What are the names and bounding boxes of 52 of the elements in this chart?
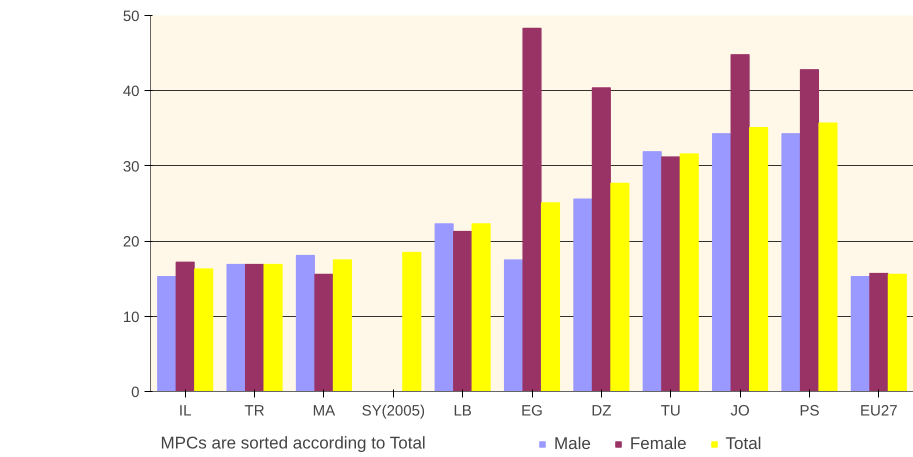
bar (540, 202, 560, 392)
legend-label: Total (726, 434, 762, 454)
bar (610, 182, 630, 392)
bar (781, 133, 801, 392)
bar (176, 262, 195, 392)
x-tick-label: MA (312, 402, 336, 420)
bar (194, 268, 214, 392)
x-tick-label: SY(2005) (362, 402, 425, 420)
y-tick-label: 10 (122, 308, 140, 326)
bar (263, 264, 283, 392)
bar (800, 69, 820, 392)
x-tick-label: TR (244, 402, 265, 420)
bar (573, 198, 592, 392)
bar (661, 156, 680, 392)
bar (888, 274, 907, 392)
bar (504, 259, 524, 392)
bar (244, 264, 264, 392)
bar (749, 127, 768, 392)
x-tick-label: EU27 (860, 402, 898, 420)
legend-label: Female (630, 434, 687, 454)
x-tick-label: EG (521, 402, 543, 420)
x-tick-label: IL (178, 402, 192, 420)
x-tick-label: LB (453, 402, 472, 420)
text: MPCs are sorted according to Total (160, 434, 426, 452)
bar (434, 223, 454, 392)
y-tick-label: 50 (122, 8, 140, 25)
bar (730, 54, 750, 392)
bar (680, 153, 699, 392)
bar (869, 272, 888, 392)
bar (402, 252, 422, 392)
bar (314, 274, 334, 392)
bar (642, 151, 662, 392)
bar (850, 276, 870, 392)
y-tick-label: 30 (122, 158, 140, 176)
legend-label: Male (554, 434, 591, 454)
bar (522, 28, 542, 392)
x-tick-label: JO (730, 402, 750, 420)
bar (818, 122, 838, 392)
x-tick-label: DZ (591, 402, 612, 420)
bar (296, 254, 315, 392)
bar (472, 223, 491, 392)
x-tick-label: TU (660, 402, 681, 420)
bar (453, 230, 472, 392)
bar (157, 276, 176, 392)
y-tick-label: 20 (122, 234, 140, 251)
bar (226, 264, 246, 392)
bar (712, 133, 732, 392)
bar (592, 87, 611, 392)
y-tick-label: 40 (122, 83, 140, 100)
y-tick-label: 0 (131, 384, 140, 401)
bar (332, 259, 352, 392)
x-tick-label: PS (799, 402, 820, 420)
